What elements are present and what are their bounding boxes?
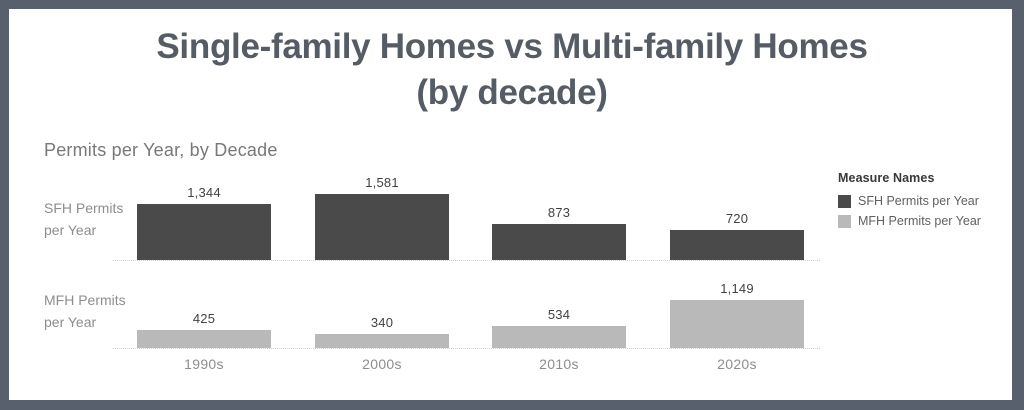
legend-title: Measure Names: [838, 171, 935, 185]
bar-mfh-permits-per-year-2010s[interactable]: [492, 325, 626, 348]
page-title-line1: Single-family Homes vs Multi-family Home…: [156, 27, 868, 66]
value-label-sfh-permits-per-year-1990s: 1,344: [187, 185, 221, 200]
legend-item-sfh-label: SFH Permits per Year: [858, 194, 979, 208]
zero-line-sfh-permits-per-year: [113, 260, 820, 261]
x-axis-label-2000s: 2000s: [362, 356, 402, 372]
bar-sfh-permits-per-year-2010s[interactable]: [492, 223, 626, 260]
mfh-swatch-icon: [838, 214, 851, 228]
legend-item-mfh[interactable]: MFH Permits per Year: [838, 214, 1008, 228]
value-label-sfh-permits-per-year-2000s: 1,581: [365, 175, 399, 191]
bar-mfh-permits-per-year-2000s[interactable]: [315, 333, 449, 348]
page-title-line2: (by decade): [416, 73, 608, 112]
value-label-sfh-permits-per-year-2010s: 873: [547, 204, 571, 220]
legend-item-mfh-label: MFH Permits per Year: [858, 214, 981, 228]
row-label-mfh-permits-per-year: MFH Permits per Year: [44, 292, 126, 330]
page-title: Single-family Homes vs Multi-family Home…: [0, 24, 1024, 116]
value-label-sfh-permits-per-year-2020s: 720: [725, 211, 749, 226]
x-axis-label-1990s: 1990s: [184, 356, 224, 372]
bar-sfh-permits-per-year-2000s[interactable]: [315, 194, 449, 260]
zero-line-mfh-permits-per-year: [113, 348, 820, 349]
sfh-swatch-icon: [838, 194, 851, 208]
bar-mfh-permits-per-year-2020s[interactable]: [670, 300, 804, 348]
value-label-mfh-permits-per-year-2020s: 1,149: [720, 281, 754, 297]
worksheet-title: Permits per Year, by Decade: [44, 140, 278, 160]
value-label-mfh-permits-per-year-2010s: 534: [547, 306, 571, 322]
bar-mfh-permits-per-year-1990s[interactable]: [137, 330, 271, 348]
value-label-mfh-permits-per-year-1990s: 425: [192, 311, 216, 327]
x-axis-label-2020s: 2020s: [717, 356, 757, 372]
color-legend: Measure Names SFH Permits per Year MFH P…: [838, 171, 1008, 234]
row-label-sfh-permits-per-year: SFH Permits per Year: [44, 200, 124, 238]
bar-sfh-permits-per-year-2020s[interactable]: [670, 230, 804, 260]
bar-sfh-permits-per-year-1990s[interactable]: [137, 204, 271, 260]
legend-item-sfh[interactable]: SFH Permits per Year: [838, 194, 1008, 208]
value-label-mfh-permits-per-year-2000s: 340: [370, 314, 394, 330]
x-axis-label-2010s: 2010s: [539, 356, 579, 372]
